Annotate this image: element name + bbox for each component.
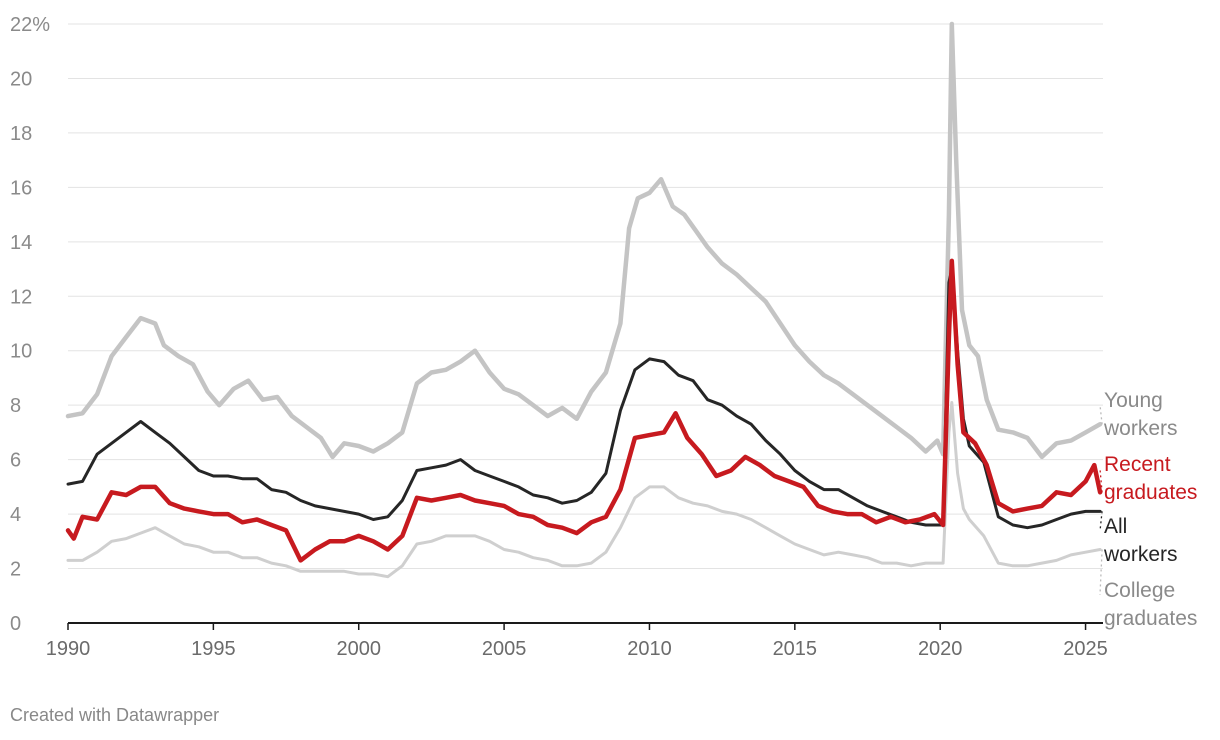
label-connector (1099, 468, 1103, 493)
x-axis: 1990 1995 2000 2005 2010 2015 2020 2025 (46, 623, 1108, 660)
series-label: Young (1104, 389, 1163, 412)
series-line-college-graduates (66, 401, 1102, 579)
y-tick-label: 20 (10, 68, 32, 90)
label-connector (1099, 511, 1103, 532)
y-tick-label: 22% (10, 14, 50, 36)
x-tick-label: 2010 (627, 638, 672, 660)
y-tick-label: 12 (10, 286, 32, 308)
series-label: College (1104, 579, 1175, 602)
y-tick-label: 8 (10, 395, 21, 417)
y-tick-label: 4 (10, 504, 21, 526)
y-axis: 0 2 4 6 8 10 12 14 16 18 20 22% (10, 14, 50, 635)
label-connector (1099, 549, 1103, 596)
label-connector (1099, 404, 1103, 425)
series-label: workers (1103, 417, 1178, 440)
series-line-young-workers (65, 21, 1103, 460)
x-tick-label: 1995 (191, 638, 236, 660)
y-tick-label: 6 (10, 450, 21, 472)
series-lines (65, 21, 1103, 579)
y-tick-label: 14 (10, 232, 32, 254)
series-label: All (1104, 515, 1127, 538)
x-tick-label: 2020 (918, 638, 963, 660)
y-tick-label: 2 (10, 559, 21, 581)
series-line-recent-graduates (65, 258, 1103, 563)
x-tick-label: 2025 (1063, 638, 1108, 660)
y-tick-label: 16 (10, 177, 32, 199)
y-tick-label: 0 (10, 613, 21, 635)
y-tick-label: 18 (10, 123, 32, 145)
series-label: graduates (1104, 607, 1197, 630)
series-label: workers (1103, 543, 1178, 566)
series-labels: Young workers Recent graduates All workers Col… (1099, 389, 1197, 630)
series-label: Recent (1104, 453, 1171, 476)
credit-text: Created with Datawrapper (10, 705, 220, 725)
series-label: graduates (1104, 481, 1197, 504)
x-tick-label: 2015 (773, 638, 818, 660)
x-tick-label: 2000 (336, 638, 381, 660)
x-tick-label: 1990 (46, 638, 91, 660)
x-tick-label: 2005 (482, 638, 527, 660)
y-tick-label: 10 (10, 341, 32, 363)
